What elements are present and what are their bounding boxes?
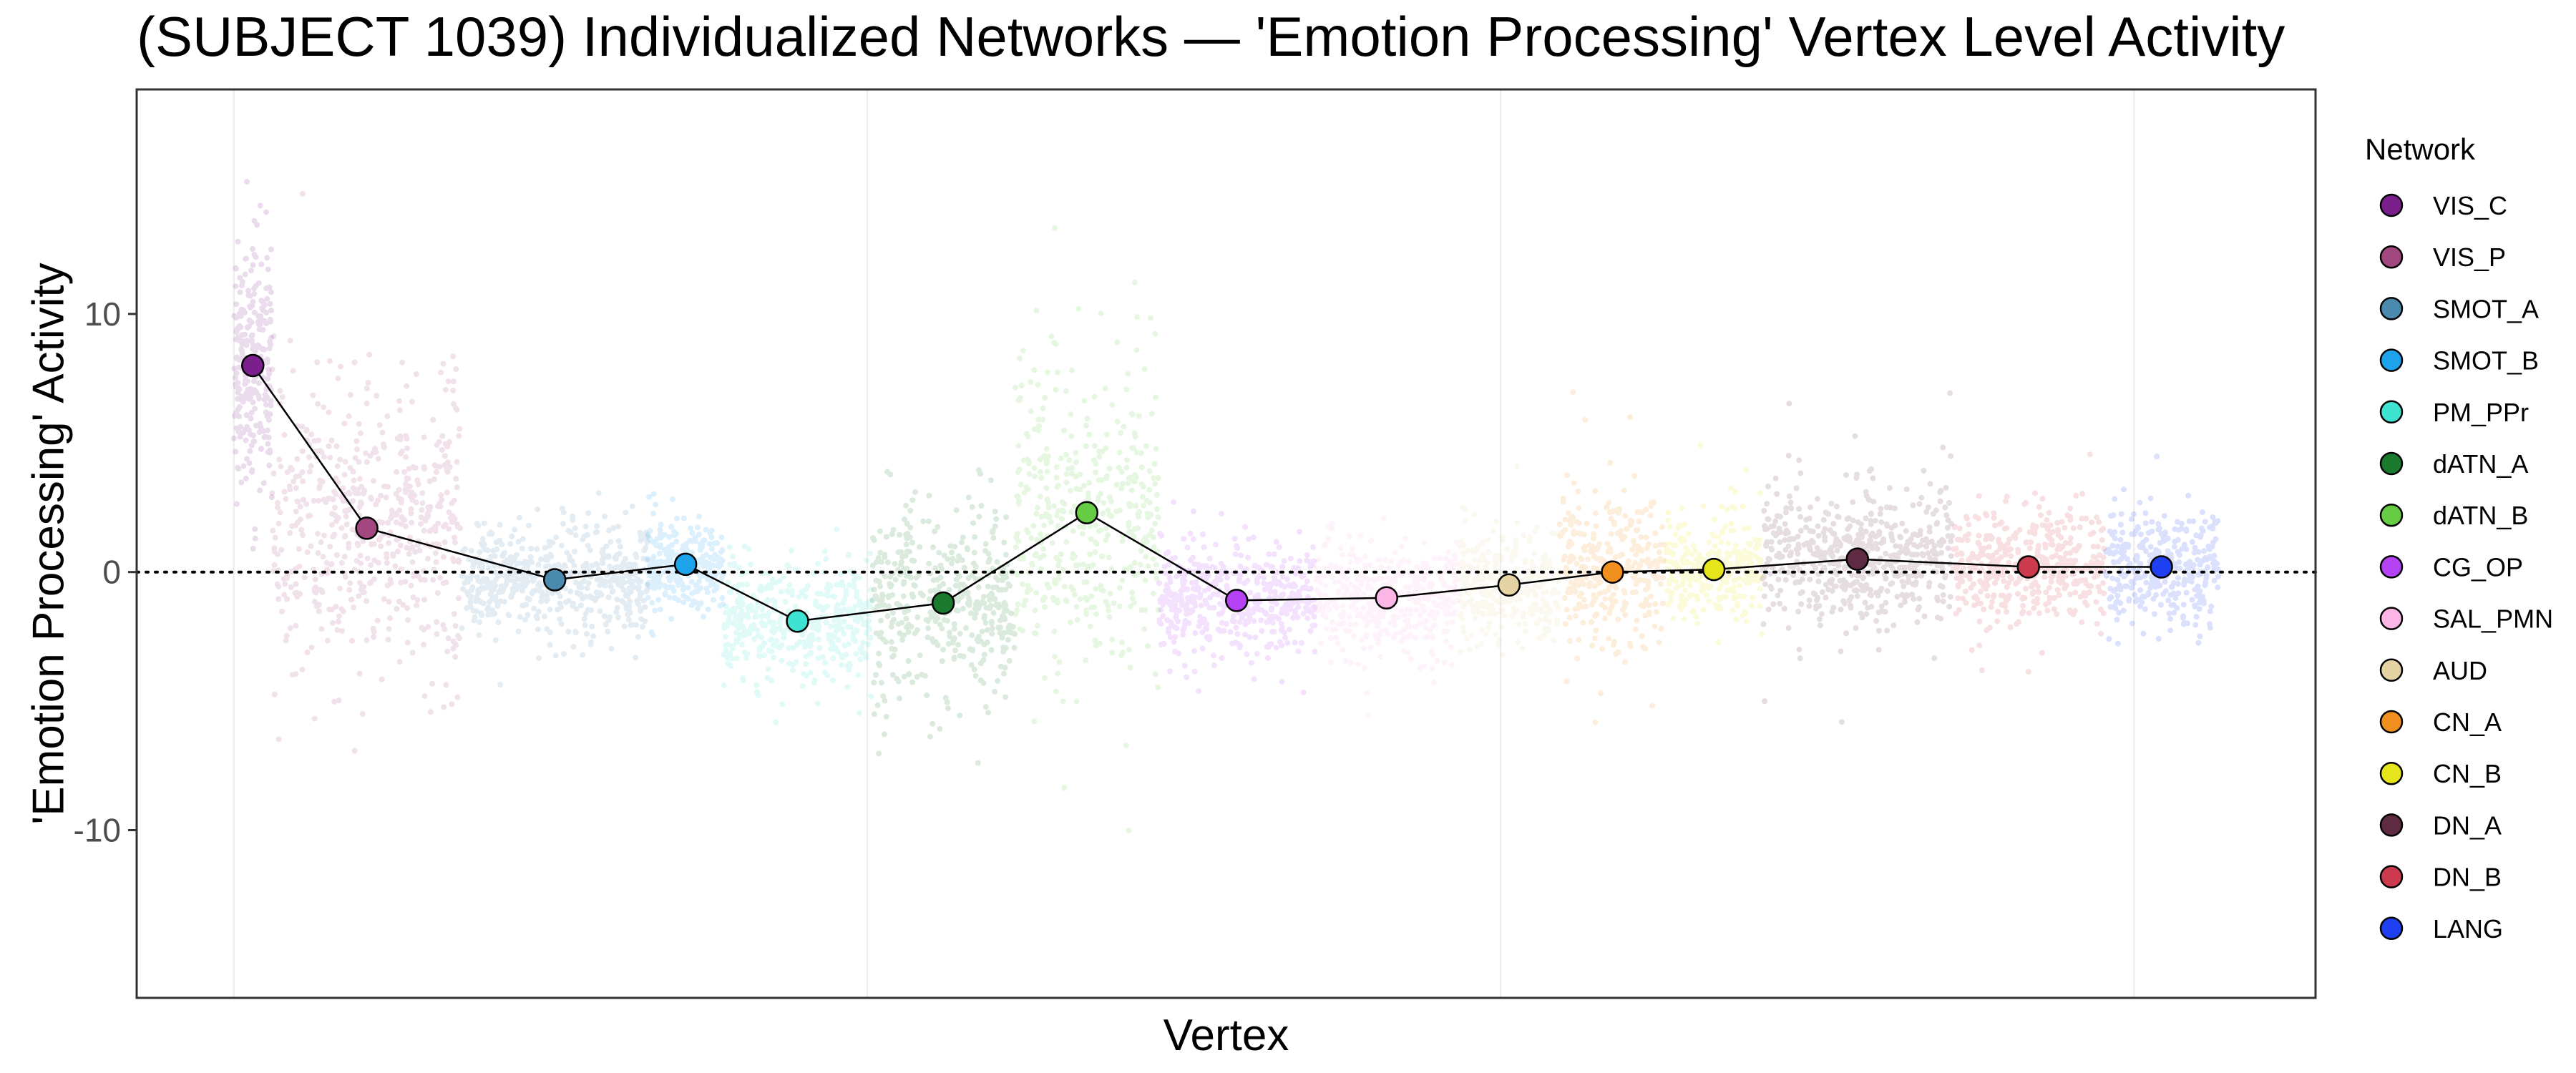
legend-key-smot-b [2379,348,2404,372]
legend: Network VIS_C VIS_P SMOT_A SMOT_B PM_PPr dATN… [2365,132,2553,944]
x-axis-label: Vertex [1163,1011,1289,1060]
mean-point-smot-b [673,552,698,577]
grid-layer [233,89,2135,998]
y-tick-label: 0 [102,554,121,591]
legend-label-datn-b: dATN_B [2433,501,2528,530]
y-axis-label: 'Emotion Processing' Activity [24,263,73,824]
legend-label-vis-p: VIS_P [2433,242,2506,272]
axis-layer: -10 0 10 [74,295,137,848]
mean-point-datn-b [1075,501,1099,524]
legend-items: VIS_C VIS_P SMOT_A SMOT_B PM_PPr dATN_A dATN_B… [2379,191,2553,944]
mean-point-cg-op [1225,589,1249,612]
legend-label-pm-ppr: PM_PPr [2433,398,2529,427]
legend-label-dn-b: DN_B [2433,863,2502,892]
points-vis-p [269,190,463,754]
legend-label-smot-b: SMOT_B [2433,346,2539,376]
legend-label-cn-b: CN_B [2433,759,2502,788]
legend-key-datn-a [2379,451,2404,476]
points-cn-b [1663,442,1765,646]
points-datn-b [1013,225,1161,834]
chart-title: (SUBJECT 1039) Individualized Networks —… [137,5,2285,68]
legend-label-datn-a: dATN_A [2433,449,2528,479]
points-aud [1457,464,1562,658]
points-sal-pmn [1312,516,1460,719]
legend-label-cn-a: CN_A [2433,707,2502,737]
legend-label-dn-a: DN_A [2433,810,2502,840]
legend-key-lang [2379,916,2404,941]
mean-point-datn-a [931,591,955,615]
legend-key-pm-ppr [2379,400,2404,424]
points-datn-a [869,467,1018,766]
mean-point-vis-c [241,353,265,378]
legend-key-vis-c [2379,193,2404,217]
mean-layer [241,353,2173,633]
legend-label-vis-c: VIS_C [2433,191,2507,220]
mean-point-cn-b [1702,557,1726,582]
points-pm-ppr [721,526,874,725]
legend-key-smot-a [2379,297,2404,320]
legend-label-lang: LANG [2433,914,2503,944]
legend-key-dn-b [2379,865,2404,888]
points-vis-c [231,178,275,552]
legend-key-vis-p [2379,245,2404,269]
legend-key-cn-b [2379,761,2404,785]
mean-point-smot-a [542,568,567,592]
mean-point-cn-a [1601,560,1624,584]
legend-key-dn-a [2379,813,2404,837]
mean-point-aud [1497,573,1521,597]
mean-point-lang [2150,555,2173,579]
legend-label-aud: AUD [2433,656,2487,685]
mean-point-vis-p [355,516,379,540]
mean-point-dn-a [1845,547,1869,571]
points-cn-a [1556,389,1667,725]
legend-key-aud [2379,658,2404,682]
legend-title: Network [2365,132,2476,166]
mean-point-dn-b [2016,555,2040,579]
plot-border [135,88,2317,999]
y-tick-label: -10 [74,811,121,848]
legend-key-sal-pmn [2379,607,2404,630]
y-tick-label: 10 [84,295,121,333]
mean-point-pm-ppr [786,609,809,633]
legend-label-smot-a: SMOT_A [2433,294,2539,323]
legend-label-sal-pmn: SAL_PMN [2433,604,2553,634]
legend-key-cg-op [2379,555,2404,579]
points-lang [2102,454,2222,647]
legend-label-cg-op: CG_OP [2433,552,2523,582]
points-layer [231,178,2222,834]
legend-key-cn-a [2379,710,2404,734]
legend-key-datn-b [2379,503,2404,527]
mean-point-sal-pmn [1375,586,1398,610]
